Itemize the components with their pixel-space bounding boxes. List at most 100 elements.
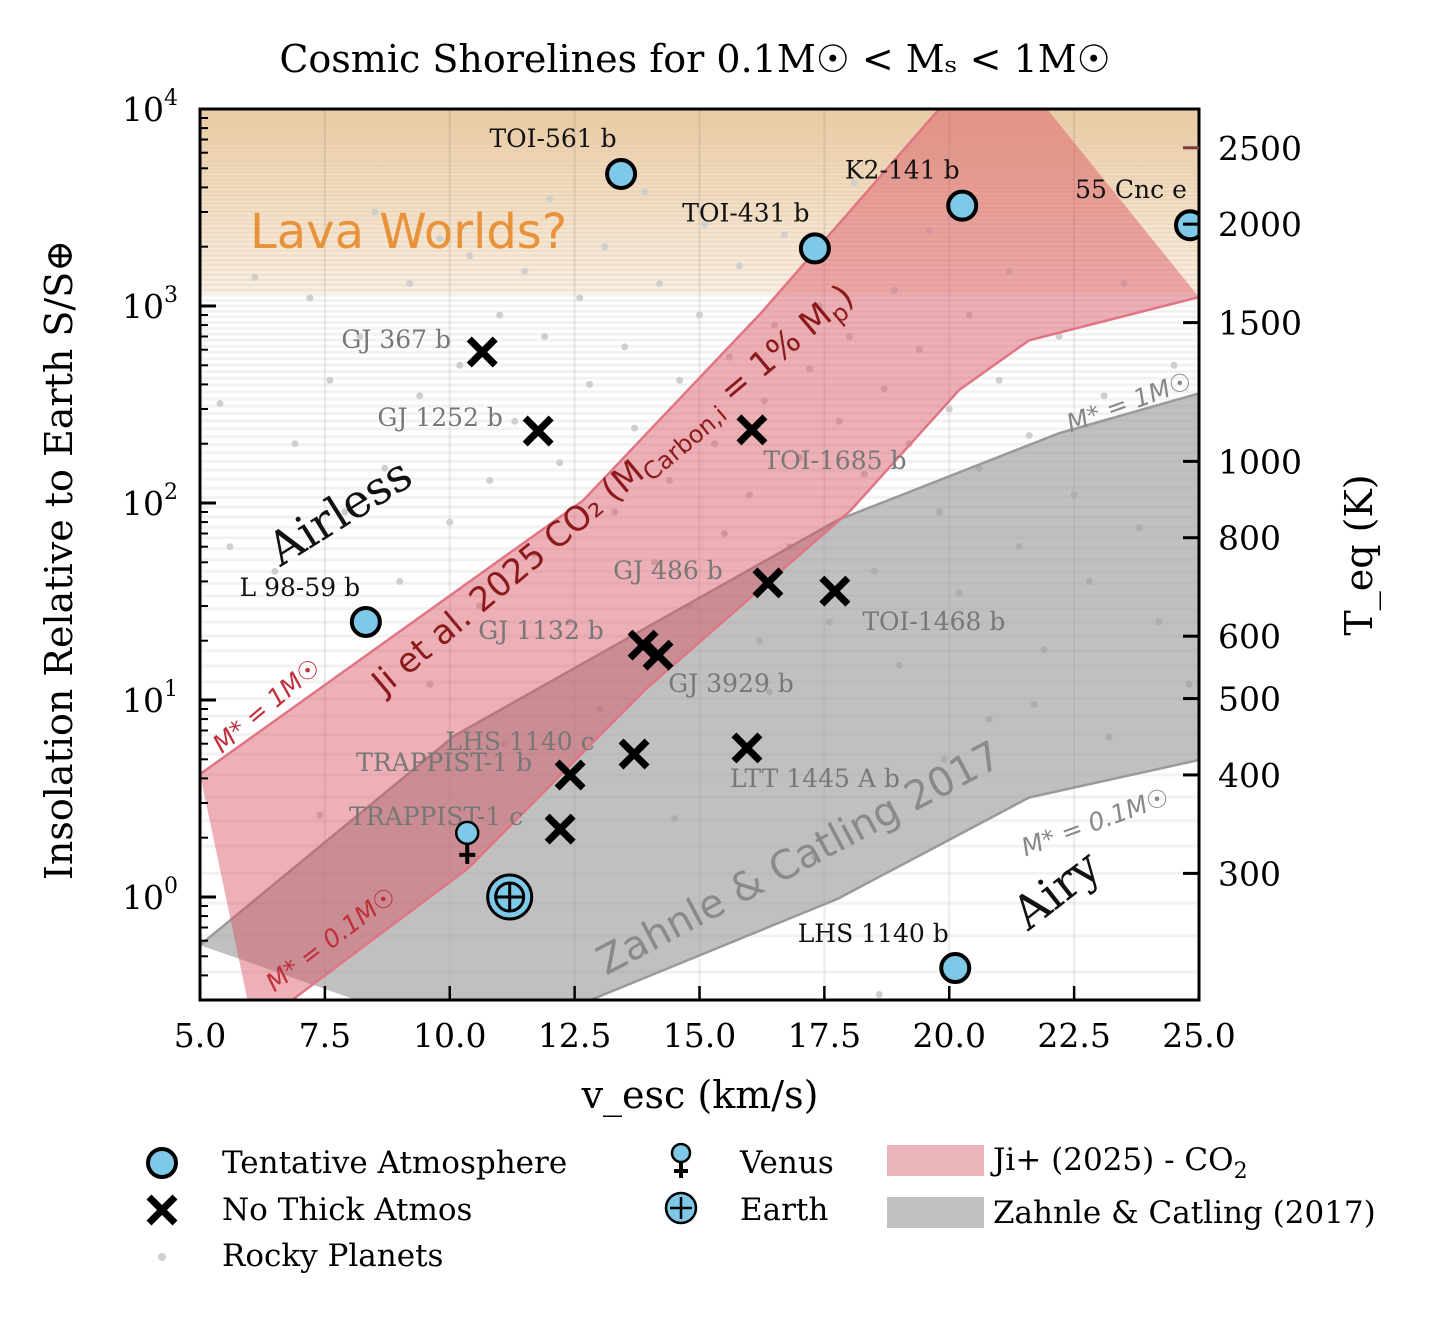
rocky-planet-point: [466, 252, 474, 260]
legend-venus-label: Venus: [739, 1145, 834, 1181]
rocky-planet-point: [541, 333, 549, 341]
rocky-planet-point: [676, 376, 684, 384]
x-mark-stroke: [752, 567, 784, 599]
rocky-planet-point: [805, 365, 813, 373]
planet-label: TOI-431 b: [682, 198, 809, 227]
y2-tick-label: 600: [1218, 617, 1281, 656]
legend-no-thick-label: No Thick Atmos: [222, 1192, 472, 1228]
planet-label: GJ 486 b: [613, 556, 723, 585]
y-tick-exponent: 1: [164, 677, 178, 702]
rocky-planet-point: [531, 550, 539, 558]
chart-title: Cosmic Shorelines for 0.1M☉ < Mₛ < 1M☉: [279, 37, 1110, 81]
x-mark-stroke: [642, 639, 674, 671]
x-tick-label: 17.5: [788, 1016, 861, 1055]
venus-icon: [670, 1142, 692, 1178]
legend-tentative-marker: [146, 1147, 178, 1179]
x-tick-label: 12.5: [538, 1016, 611, 1055]
y-tick-label: 100: [122, 874, 178, 917]
rocky-planet-point: [566, 618, 574, 626]
y-tick-exponent: 4: [164, 86, 178, 111]
x-mark-icon: [642, 639, 674, 671]
rocky-planet-point: [890, 286, 898, 294]
legend-earth-label: Earth: [740, 1192, 828, 1228]
rocky-planet-point: [611, 508, 619, 516]
legend-rocky-label: Rocky Planets: [222, 1238, 443, 1274]
rocky-planet-point: [720, 530, 728, 538]
rocky-planet-point: [995, 376, 1003, 384]
planet-label: LHS 1140 b: [798, 919, 949, 948]
x-mark-stroke: [522, 415, 554, 447]
y2-tick-label: 1000: [1218, 442, 1302, 481]
venus-icon: [454, 820, 480, 864]
rocky-planet-point: [641, 188, 649, 196]
planet-label: TOI-1685 b: [763, 446, 906, 475]
rocky-planet-point: [446, 518, 454, 526]
zahnle-catling-band-lower-edge: [587, 758, 1199, 1000]
rocky-planet-point: [556, 459, 564, 467]
rocky-planet-point: [770, 321, 778, 329]
x-mark-icon: [522, 415, 554, 447]
y2-tick-label: 500: [1218, 680, 1281, 719]
rocky-planet-point: [631, 424, 639, 432]
y-tick-label: 102: [122, 480, 178, 523]
rocky-planet-point: [546, 195, 554, 203]
tentative-atmosphere-point: [349, 605, 382, 638]
legend-zc-swatch: [887, 1197, 984, 1228]
rocky-planet-point: [945, 405, 953, 413]
rocky-planet-point: [226, 543, 234, 551]
x-mark-icon: [544, 813, 576, 845]
legend-rocky-marker: [158, 1253, 166, 1261]
rocky-planet-point: [815, 302, 823, 310]
rocky-planet-point: [1100, 392, 1108, 400]
rocky-planet-point: [666, 477, 674, 485]
rocky-planet-point: [621, 343, 629, 351]
rocky-planet-point: [700, 220, 708, 228]
x-tick-label: 10.0: [413, 1016, 486, 1055]
x-tick-label: 20.0: [913, 1016, 986, 1055]
zahnle-catling-band: [200, 393, 1199, 1000]
planet-label: LTT 1445 A b: [730, 764, 900, 793]
y-tick-exponent: 3: [164, 283, 178, 308]
legend-ji-swatch: [887, 1145, 984, 1176]
x-mark-stroke: [554, 759, 586, 791]
y2-tick-label: 1500: [1218, 304, 1302, 343]
planet-label: TOI-1468 b: [862, 607, 1005, 636]
rocky-planet-point: [381, 464, 389, 472]
rocky-planet-point: [271, 567, 279, 575]
rocky-planet-point: [576, 294, 584, 302]
rocky-planet-point: [1025, 432, 1033, 440]
rocky-planet-point: [795, 454, 803, 462]
rocky-planet-point: [745, 491, 753, 499]
rocky-planet-point: [651, 558, 659, 566]
ji-2025-band: [200, 109, 1199, 1000]
y-tick-label: 104: [122, 86, 178, 129]
x-mark-stroke: [544, 813, 576, 845]
legend-zc-label: Zahnle & Catling (2017): [993, 1195, 1376, 1231]
rocky-planet-point: [601, 243, 609, 251]
y2-tick-label: 300: [1218, 854, 1281, 893]
y-tick-exponent: 0: [164, 874, 178, 899]
planet-label: TOI-561 b: [489, 124, 616, 153]
y-tick-base: 10: [122, 878, 164, 917]
venus-ring: [454, 820, 480, 846]
x-mark-icon: [618, 738, 650, 770]
rocky-planet-point: [780, 231, 788, 239]
x-tick-label: 5.0: [174, 1016, 226, 1055]
planet-label: LHS 1140 c: [446, 727, 595, 756]
rocky-planet-point: [356, 333, 364, 341]
ji-2025-band-lower-edge: [289, 295, 1199, 1000]
rocky-planet-point: [835, 417, 843, 425]
planet-label: TRAPPIST-1 b: [356, 748, 532, 777]
x-mark-icon: [146, 1194, 178, 1226]
planet-label: TRAPPIST-1 c: [349, 802, 523, 831]
rocky-planet-point: [291, 440, 299, 448]
y-tick-base: 10: [122, 90, 164, 129]
y-tick-base: 10: [122, 287, 164, 326]
planet-label: GJ 3929 b: [668, 669, 794, 698]
rocky-planet-point: [416, 392, 424, 400]
rocky-planet-point: [406, 280, 414, 288]
x-tick-label: 25.0: [1162, 1016, 1235, 1055]
rocky-planet-point: [306, 294, 314, 302]
rocky-planet-point: [735, 262, 743, 270]
x-mark-icon: [627, 629, 659, 661]
